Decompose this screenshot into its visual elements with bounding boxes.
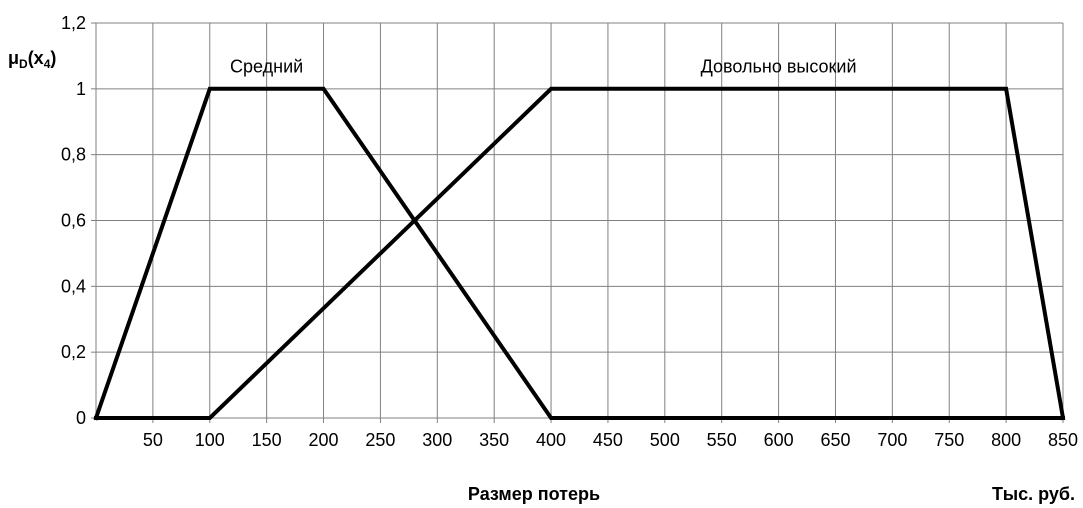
- y-axis-title: μD(x4): [8, 48, 56, 71]
- x-tick-label: 550: [707, 430, 737, 450]
- x-tick-label: 600: [764, 430, 794, 450]
- y-axis-title-sub-4: 4: [44, 57, 51, 71]
- x-tick-label: 150: [252, 430, 282, 450]
- x-tick-label: 400: [536, 430, 566, 450]
- series-layer: [93, 86, 1066, 421]
- grid-layer: [96, 22, 1064, 418]
- x-tick-label: 650: [820, 430, 850, 450]
- x-tick-label: 250: [365, 430, 395, 450]
- y-tick-label: 0,8: [61, 145, 86, 165]
- y-tick-label: 1,2: [61, 13, 86, 33]
- y-tick-label: 0,4: [61, 276, 86, 296]
- x-tick-label: 750: [934, 430, 964, 450]
- x-tick-label: 800: [991, 430, 1021, 450]
- series-line-1: [93, 86, 1065, 421]
- axes-layer: 0 0,2 0,4 0,6 0,8 1 1,2 50 100 150 200 250 300 350 400…: [61, 13, 1078, 450]
- y-tick-label: 0,6: [61, 211, 86, 231]
- x-tick-label: 200: [309, 430, 339, 450]
- y-tick-label: 0: [76, 408, 86, 428]
- y-axis-title-open: (x: [28, 48, 44, 68]
- series-line-2: [94, 86, 1066, 421]
- series-label-2: Довольно высокий: [701, 56, 857, 76]
- series-label-1: Средний: [230, 56, 303, 76]
- y-tick-label: 1: [76, 79, 86, 99]
- x-axis-title: Размер потерь: [468, 484, 600, 504]
- y-axis-title-close: ): [50, 48, 56, 68]
- x-tick-label: 450: [593, 430, 623, 450]
- x-tick-label: 100: [195, 430, 225, 450]
- x-tick-label: 300: [422, 430, 452, 450]
- x-tick-label: 500: [650, 430, 680, 450]
- y-tick-label: 0,2: [61, 342, 86, 362]
- y-axis-title-sub-d: D: [19, 57, 28, 71]
- x-tick-label: 700: [877, 430, 907, 450]
- x-tick-label: 50: [143, 430, 163, 450]
- y-axis-title-mu: μ: [8, 48, 19, 68]
- x-axis-units-label: Тыс. руб.: [992, 484, 1075, 504]
- labels-layer: Средний Довольно высокий: [230, 56, 856, 76]
- x-tick-label: 350: [479, 430, 509, 450]
- x-tick-label: 850: [1048, 430, 1078, 450]
